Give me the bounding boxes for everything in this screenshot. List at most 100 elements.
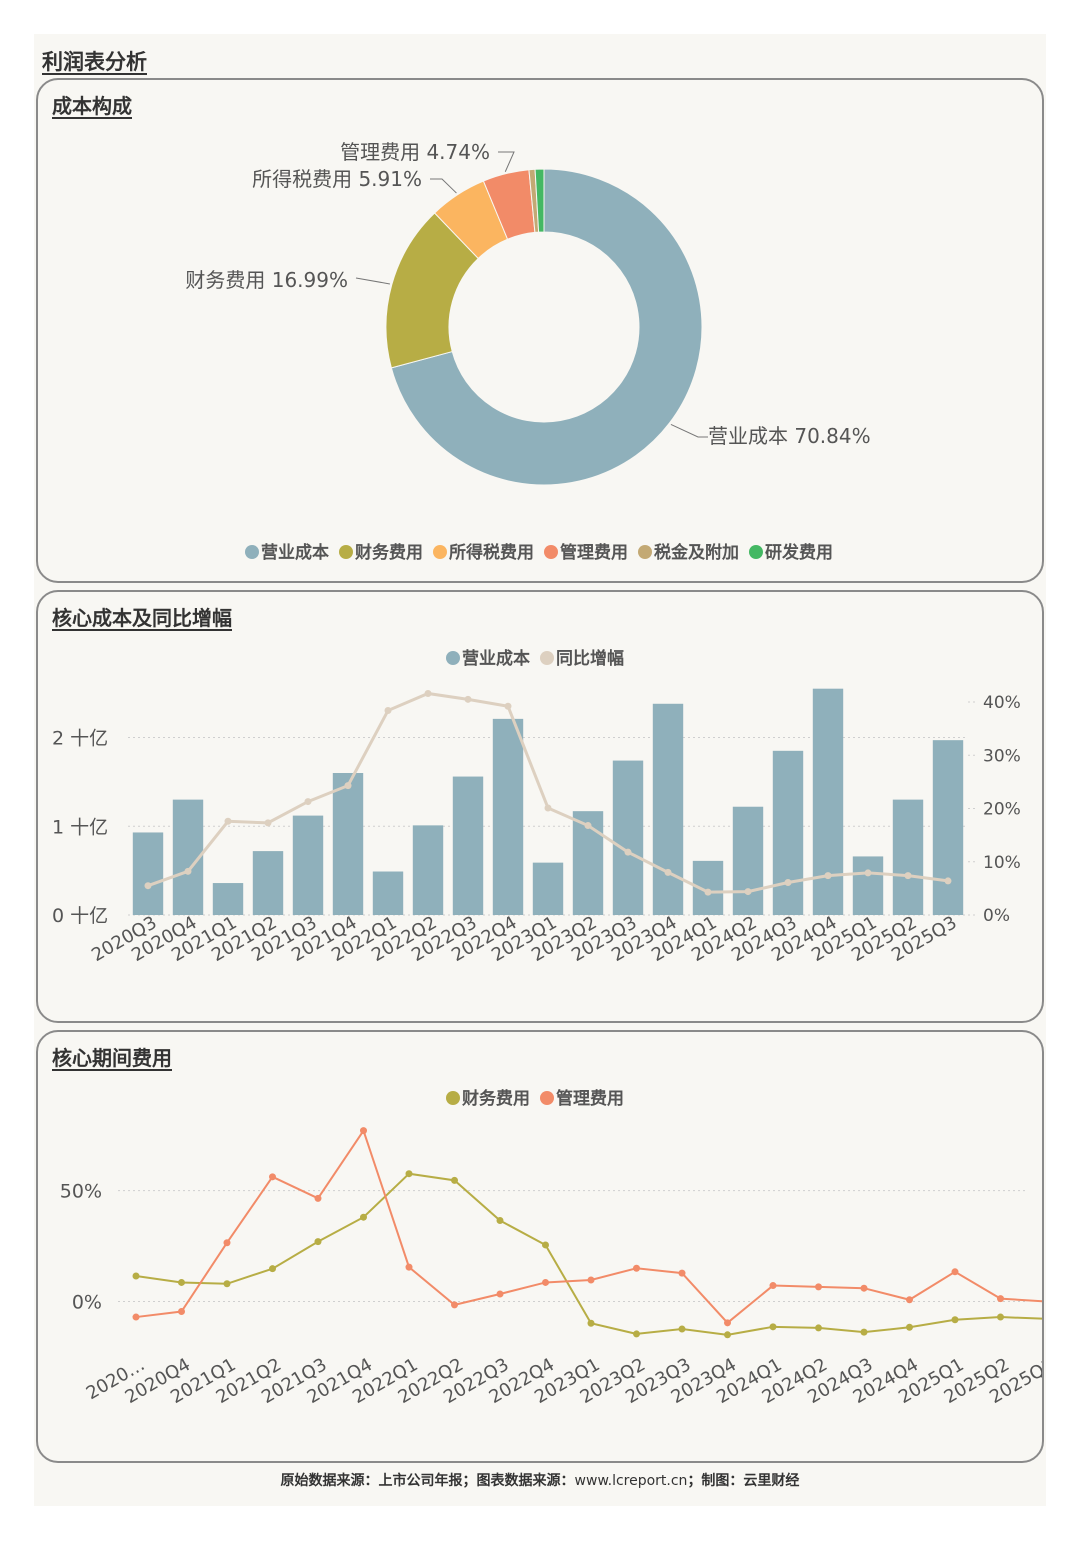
y-left-tick-label: 0 十亿 bbox=[52, 905, 108, 927]
yoy-point bbox=[624, 848, 632, 856]
legend-item: 财务费用 bbox=[446, 1088, 530, 1109]
series-point bbox=[360, 1213, 367, 1221]
bar bbox=[412, 825, 444, 915]
legend-swatch bbox=[446, 1091, 460, 1105]
y-tick-label: 50% bbox=[60, 1181, 102, 1203]
series-point bbox=[997, 1295, 1004, 1303]
yoy-point bbox=[704, 888, 712, 896]
legend-item: 营业成本 bbox=[446, 648, 530, 669]
series-point bbox=[223, 1239, 231, 1247]
series-point bbox=[678, 1325, 686, 1333]
legend-label: 所得税费用 bbox=[449, 542, 534, 563]
series-point bbox=[678, 1269, 686, 1277]
legend-swatch bbox=[446, 651, 460, 665]
series-point bbox=[542, 1278, 549, 1286]
series-point bbox=[314, 1194, 322, 1202]
y-left-tick-label: 2 十亿 bbox=[52, 728, 108, 750]
legend-item: 管理费用 bbox=[540, 1088, 624, 1109]
y-right-tick-label: 40% bbox=[983, 693, 1021, 713]
legend-label: 营业成本 bbox=[462, 648, 530, 669]
yoy-point bbox=[824, 872, 832, 880]
legend-swatch bbox=[433, 545, 447, 559]
series-point bbox=[906, 1296, 913, 1304]
legend-label: 税金及附加 bbox=[654, 542, 739, 563]
yoy-point bbox=[304, 798, 312, 806]
source-link[interactable]: www.lcreport.cn bbox=[574, 1473, 688, 1489]
core-cost-card: 核心成本及同比增幅 0 十亿 1 十亿 2 十亿 0% 10% 20% 30% 40% 2020… bbox=[36, 590, 1044, 1023]
legend-swatch bbox=[544, 545, 558, 559]
series-point bbox=[951, 1316, 959, 1324]
legend-label: 财务费用 bbox=[461, 1088, 530, 1109]
series-point bbox=[815, 1324, 822, 1332]
series-point bbox=[815, 1283, 822, 1291]
slice-leader-line bbox=[498, 151, 515, 172]
legend-label: 管理费用 bbox=[556, 1088, 624, 1109]
period-expense-line-chart: 0%50%2020…2020Q42021Q12021Q22021Q32021Q4… bbox=[60, 1088, 1042, 1408]
y-tick-label: 0% bbox=[72, 1292, 102, 1314]
bar bbox=[452, 776, 484, 915]
legend-swatch bbox=[749, 545, 763, 559]
bar bbox=[612, 760, 644, 915]
series-point bbox=[633, 1330, 640, 1338]
series-point bbox=[496, 1217, 504, 1225]
legend-item: 税金及附加 bbox=[638, 542, 739, 563]
donut-slice bbox=[534, 168, 545, 233]
legend-swatch bbox=[245, 545, 259, 559]
yoy-point bbox=[424, 689, 432, 697]
series-point bbox=[178, 1308, 185, 1316]
slice-label: 营业成本 70.84% bbox=[708, 424, 871, 448]
series-point bbox=[132, 1272, 140, 1280]
legend-label: 管理费用 bbox=[560, 542, 628, 563]
legend-item: 营业成本 bbox=[245, 542, 329, 563]
legend-swatch bbox=[540, 651, 554, 665]
bar bbox=[772, 750, 804, 915]
bar bbox=[892, 799, 924, 915]
bar bbox=[132, 832, 164, 915]
legend-swatch bbox=[540, 1091, 554, 1105]
legend-swatch bbox=[638, 545, 652, 559]
bar bbox=[292, 815, 324, 915]
slice-leader-line bbox=[430, 178, 457, 194]
yoy-point bbox=[144, 882, 152, 890]
legend-item: 财务费用 bbox=[339, 542, 423, 563]
legend-item: 同比增幅 bbox=[540, 648, 624, 669]
series-point bbox=[587, 1276, 595, 1284]
series-point bbox=[405, 1170, 413, 1178]
slice-label: 所得税费用 5.91% bbox=[252, 167, 422, 191]
card-title: 核心期间费用 bbox=[52, 1046, 172, 1070]
yoy-point bbox=[944, 877, 952, 885]
yoy-point bbox=[544, 804, 552, 812]
series-point bbox=[951, 1268, 959, 1276]
bar bbox=[652, 703, 684, 915]
bar bbox=[852, 856, 884, 915]
bar bbox=[932, 740, 964, 915]
series-point bbox=[906, 1323, 913, 1331]
bar bbox=[252, 851, 284, 915]
bar bbox=[212, 883, 244, 915]
footer-prefix: 原始数据来源：上市公司年报；图表数据来源： bbox=[280, 1473, 575, 1489]
legend-label: 财务费用 bbox=[354, 542, 423, 563]
yoy-point bbox=[904, 872, 912, 880]
yoy-point bbox=[744, 888, 752, 896]
card-title: 核心成本及同比增幅 bbox=[52, 606, 232, 630]
yoy-point bbox=[664, 868, 672, 876]
bar bbox=[532, 862, 564, 915]
yoy-point bbox=[264, 819, 272, 827]
yoy-point bbox=[864, 869, 872, 877]
series-point bbox=[496, 1290, 504, 1298]
series-point bbox=[314, 1238, 322, 1246]
series-point bbox=[860, 1284, 868, 1292]
series-line bbox=[135, 1172, 1042, 1336]
yoy-point bbox=[384, 707, 392, 715]
series-point bbox=[587, 1319, 595, 1327]
legend-swatch bbox=[339, 545, 353, 559]
legend-item: 研发费用 bbox=[749, 542, 833, 563]
slice-leader-line bbox=[670, 423, 708, 438]
series-line bbox=[135, 1128, 1042, 1325]
y-right-tick-label: 20% bbox=[983, 800, 1021, 820]
series-point bbox=[997, 1313, 1004, 1321]
yoy-point bbox=[184, 867, 192, 875]
y-right-tick-label: 30% bbox=[983, 746, 1021, 766]
series-point bbox=[451, 1301, 458, 1309]
page-title: 利润表分析 bbox=[42, 50, 147, 74]
